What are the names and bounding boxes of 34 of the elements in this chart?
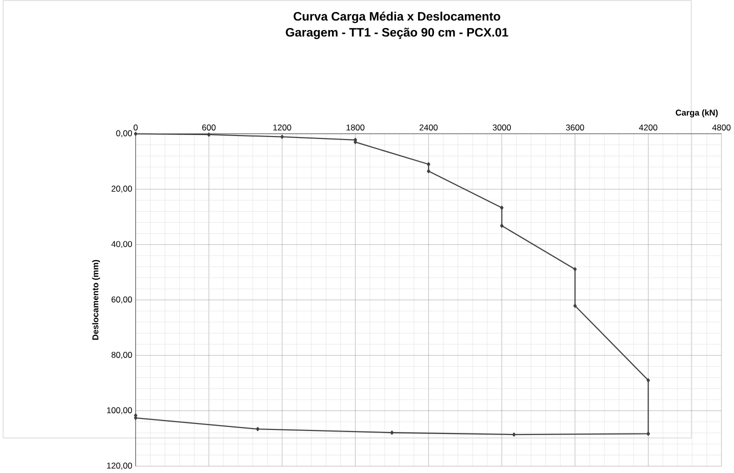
y-axis-title: Deslocamento (mm) xyxy=(92,260,100,340)
chart-title: Curva Carga Média x Deslocamento Garagem - TT1 - Seção 90 cm - PCX.01 xyxy=(286,12,508,40)
point xyxy=(256,427,260,432)
point xyxy=(573,304,577,308)
x-tick-label: 3600 xyxy=(566,124,584,131)
point xyxy=(573,267,577,272)
point xyxy=(512,432,516,437)
point xyxy=(646,378,650,382)
point xyxy=(390,430,394,435)
x-tick-label: 3000 xyxy=(492,124,511,131)
x-tick-label: 0 xyxy=(134,124,138,131)
point xyxy=(646,432,650,436)
y-tick-label: 120,00 xyxy=(107,462,132,470)
x-tick-label: 2400 xyxy=(420,124,438,131)
y-tick-label: 20,00 xyxy=(112,186,132,193)
x-tick-label: 4800 xyxy=(712,124,731,131)
point xyxy=(280,134,284,140)
x-axis-title: Carga (kN) xyxy=(676,110,718,118)
point xyxy=(500,224,504,228)
x-tick-label: 1200 xyxy=(273,124,292,131)
x-tick-label: 4200 xyxy=(639,124,658,131)
y-tick-label: 100,00 xyxy=(107,407,132,414)
y-tick-label: 0,00 xyxy=(116,130,132,138)
point xyxy=(426,169,430,174)
x-tick-label: 600 xyxy=(202,124,216,131)
y-tick-label: 60,00 xyxy=(112,296,132,304)
x-tick-label: 1800 xyxy=(346,124,364,131)
point xyxy=(134,416,138,420)
y-tick-label: 40,00 xyxy=(111,241,132,248)
point xyxy=(134,132,138,136)
y-tick-label: 80,00 xyxy=(112,352,132,359)
point xyxy=(500,206,504,210)
point xyxy=(426,162,430,166)
point xyxy=(207,132,211,137)
